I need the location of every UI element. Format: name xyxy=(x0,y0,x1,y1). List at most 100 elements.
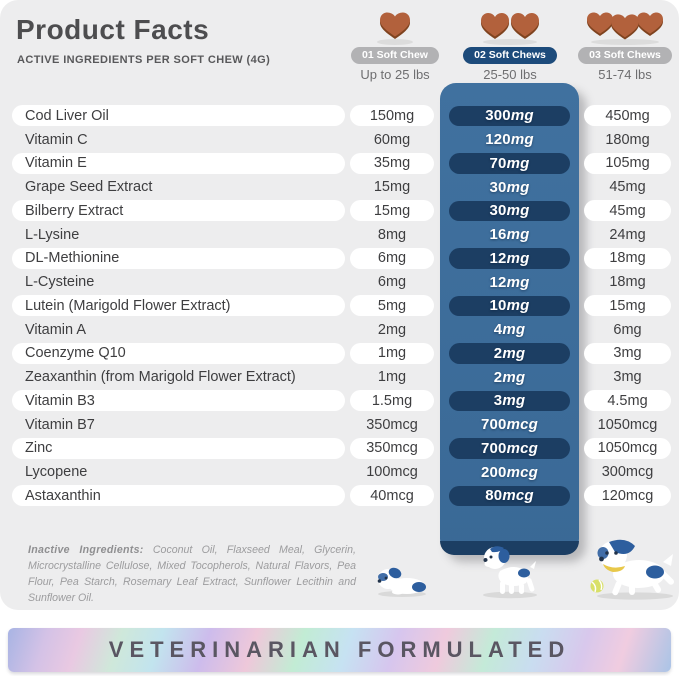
dose-medium: 70mg xyxy=(489,154,530,172)
soft-chew-icon-single xyxy=(372,6,418,46)
dose-medium: 12mg xyxy=(489,249,530,267)
dose-small: 5mg xyxy=(350,295,434,317)
dose-medium: 700mcg xyxy=(480,439,539,457)
ingredient-row: Astaxanthin 40mcg 80mcg 120mcg xyxy=(0,484,679,508)
dose-large: 1050mcg xyxy=(584,437,671,459)
dose-small: 6mg xyxy=(377,274,407,291)
ingredient-row: Cod Liver Oil 150mg 300mg 450mg xyxy=(0,104,679,128)
chew-count-badge-highlighted: 02 Soft Chews xyxy=(463,47,557,64)
dose-medium: 120mg xyxy=(485,131,534,149)
dose-small: 350mcg xyxy=(350,437,434,459)
ingredient-name: L-Lysine xyxy=(25,226,80,243)
ingredient-row: Zeaxanthin (from Marigold Flower Extract… xyxy=(0,365,679,389)
ingredient-name: DL-Methionine xyxy=(12,247,345,269)
ingredient-row: Grape Seed Extract 15mg 30mg 45mg xyxy=(0,175,679,199)
ingredient-name: Grape Seed Extract xyxy=(25,179,153,196)
dose-small: 35mg xyxy=(350,152,434,174)
dose-large: 3mg xyxy=(613,369,642,386)
ingredient-row: L-Lysine 8mg 16mg 24mg xyxy=(0,223,679,247)
page-title: Product Facts xyxy=(16,14,210,45)
dose-large: 120mcg xyxy=(584,485,671,507)
dose-large: 180mg xyxy=(605,131,650,148)
holographic-banner: VETERINARIAN FORMULATED xyxy=(8,628,671,672)
weight-range-label: 25-50 lbs xyxy=(483,67,537,82)
ingredient-row: Vitamin E 35mg 70mg 105mg xyxy=(0,152,679,176)
dose-large: 18mg xyxy=(609,274,646,291)
inactive-ingredients-text: Coconut Oil, Flaxseed Meal, Glycerin, Mi… xyxy=(28,544,356,604)
dose-small: 100mcg xyxy=(366,464,418,481)
dose-medium-pill xyxy=(449,438,570,459)
dose-small: 40mcg xyxy=(350,485,434,507)
dose-large: 45mg xyxy=(584,200,671,222)
ingredient-name: Lycopene xyxy=(25,464,88,481)
dose-large: 4.5mg xyxy=(584,390,671,412)
dose-medium: 300mg xyxy=(485,107,534,125)
ingredient-row: Zinc 350mcg 700mcg 1050mcg xyxy=(0,437,679,461)
ingredient-row: Bilberry Extract 15mg 30mg 45mg xyxy=(0,199,679,223)
ingredient-row: Vitamin B7 350mcg 700mcg 1050mcg xyxy=(0,413,679,437)
ingredient-name: Lutein (Marigold Flower Extract) xyxy=(12,295,345,317)
ingredient-name: Vitamin E xyxy=(12,152,345,174)
column-header-large-dog: 03 Soft Chews 51-74 lbs xyxy=(563,6,679,82)
chew-count-badge: 01 Soft Chew xyxy=(351,47,439,64)
ingredient-name: Cod Liver Oil xyxy=(12,105,345,127)
dose-large: 105mg xyxy=(584,152,671,174)
dose-medium-pill xyxy=(449,248,570,269)
ingredient-name: Coenzyme Q10 xyxy=(12,342,345,364)
dose-medium-pill xyxy=(449,105,570,127)
dose-small: 2mg xyxy=(377,321,407,338)
dose-large: 6mg xyxy=(613,321,642,338)
dose-large: 18mg xyxy=(584,247,671,269)
ingredients-table: Cod Liver Oil 150mg 300mg 450mg Vitamin … xyxy=(0,104,679,508)
ingredient-row: Lutein (Marigold Flower Extract) 5mg 10m… xyxy=(0,294,679,318)
dose-medium: 16mg xyxy=(489,226,530,244)
soft-chew-icon-double xyxy=(477,6,543,46)
dose-medium: 2mg xyxy=(493,344,526,362)
ingredient-row: DL-Methionine 6mg 12mg 18mg xyxy=(0,247,679,271)
inactive-ingredients: Inactive Ingredients: Coconut Oil, Flaxs… xyxy=(28,543,356,607)
inactive-ingredients-label: Inactive Ingredients: xyxy=(28,544,144,556)
dose-small: 1mg xyxy=(377,369,407,386)
ingredient-row: Coenzyme Q10 1mg 2mg 3mg xyxy=(0,342,679,366)
weight-range-label: Up to 25 lbs xyxy=(360,67,430,82)
dose-small: 15mg xyxy=(350,200,434,222)
ingredient-row: L-Cysteine 6mg 12mg 18mg xyxy=(0,270,679,294)
dose-large: 45mg xyxy=(609,179,646,196)
dose-medium-pill xyxy=(449,200,570,222)
dose-medium-pill xyxy=(449,485,570,507)
column-header-small-dog: 01 Soft Chew Up to 25 lbs xyxy=(333,6,457,82)
dose-medium-pill xyxy=(449,295,570,317)
ingredient-name: Vitamin A xyxy=(25,321,86,338)
veterinarian-formulated-text: VETERINARIAN FORMULATED xyxy=(108,637,571,662)
dose-small: 1.5mg xyxy=(350,390,434,412)
dose-medium: 80mcg xyxy=(485,487,534,505)
page-subtitle: ACTIVE INGREDIENTS PER SOFT CHEW (4G) xyxy=(17,54,271,66)
soft-chew-icon-triple xyxy=(583,6,667,46)
chew-count-badge: 03 Soft Chews xyxy=(578,47,672,64)
ingredient-row: Lycopene 100mcg 200mcg 300mcg xyxy=(0,460,679,484)
dose-large: 300mcg xyxy=(601,464,654,481)
ingredient-name: Vitamin B3 xyxy=(12,390,345,412)
ingredient-name: L-Cysteine xyxy=(25,274,95,291)
dose-medium: 3mg xyxy=(493,392,526,410)
dose-small: 60mg xyxy=(373,131,411,148)
ingredient-row: Vitamin C 60mg 120mg 180mg xyxy=(0,128,679,152)
dose-small: 15mg xyxy=(373,179,411,196)
dose-medium: 30mg xyxy=(489,202,530,220)
ingredient-name: Vitamin B7 xyxy=(25,416,95,433)
ingredient-name: Zinc xyxy=(12,437,345,459)
puppy-small-illustration xyxy=(377,567,426,597)
ingredient-name: Astaxanthin xyxy=(12,485,345,507)
weight-range-label: 51-74 lbs xyxy=(598,67,652,82)
dose-large: 24mg xyxy=(609,226,646,243)
dose-small: 8mg xyxy=(377,226,407,243)
dose-small: 6mg xyxy=(350,247,434,269)
ingredient-name: Zeaxanthin (from Marigold Flower Extract… xyxy=(25,369,296,386)
ingredient-name: Vitamin C xyxy=(25,131,88,148)
dose-medium-pill xyxy=(449,390,570,412)
dose-large: 3mg xyxy=(584,342,671,364)
column-header-medium-dog: 02 Soft Chews 25-50 lbs xyxy=(448,6,572,82)
dose-medium: 2mg xyxy=(493,368,526,386)
dose-medium-pill xyxy=(449,153,570,174)
